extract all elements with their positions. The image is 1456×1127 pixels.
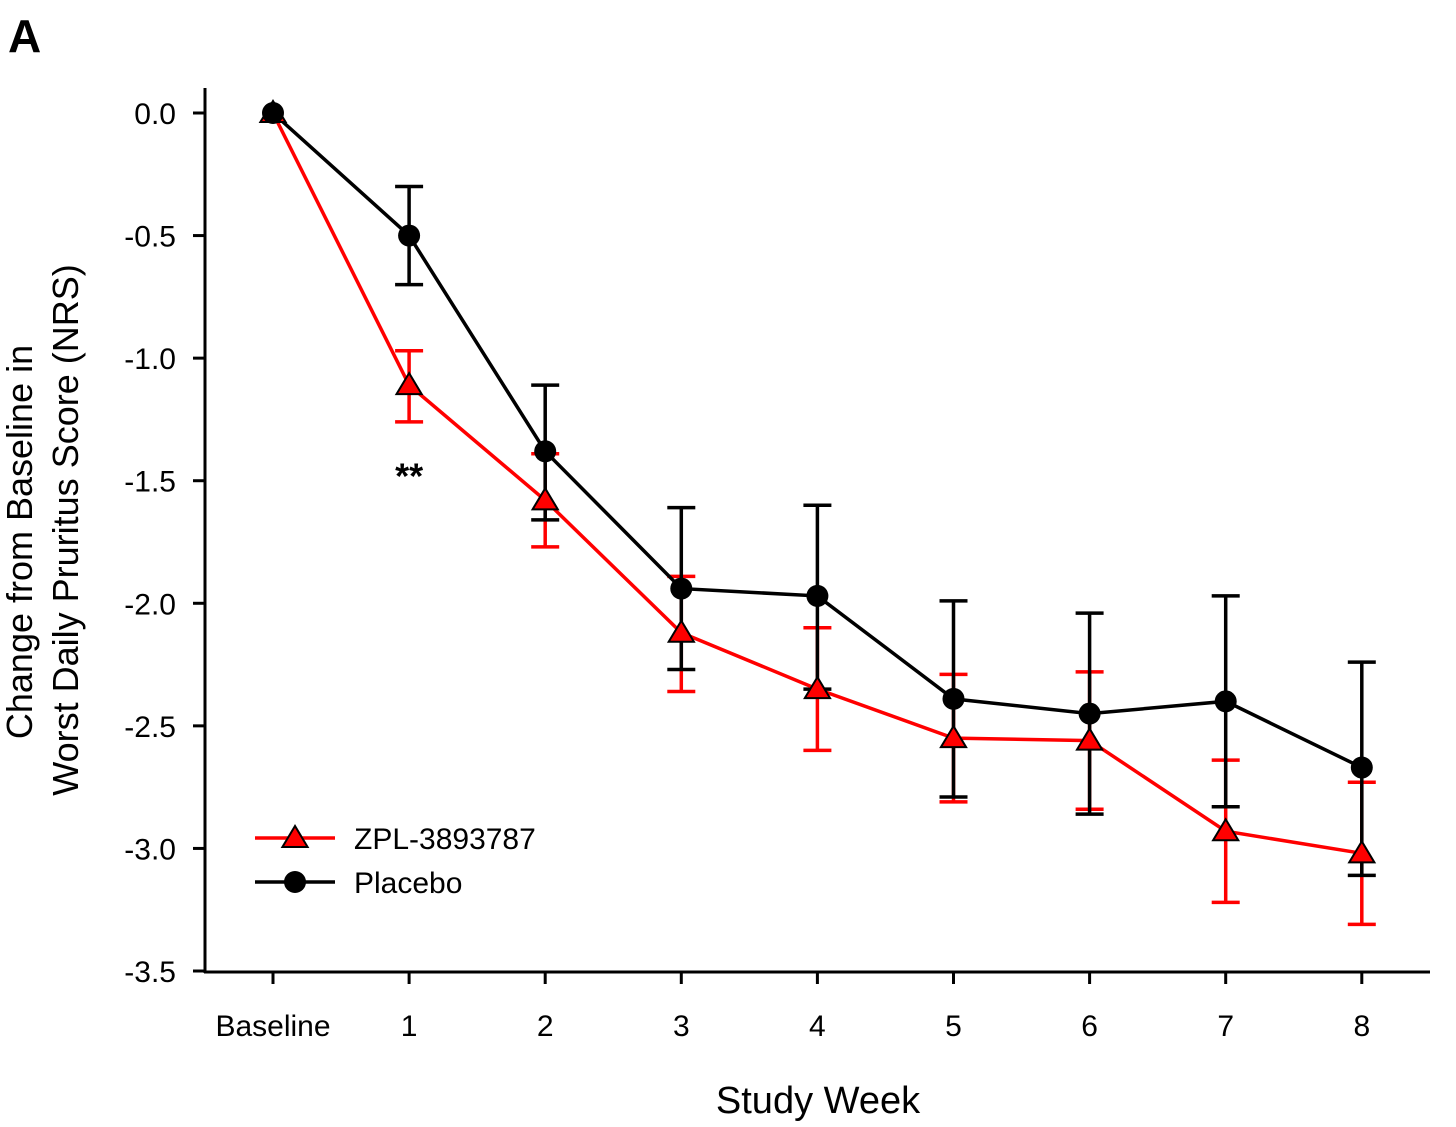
y-tick-label: -2.0 [124, 588, 176, 621]
y-tick-label: -1.0 [124, 343, 176, 376]
x-tick-label: 3 [673, 1010, 690, 1043]
placebo-point [1214, 690, 1237, 713]
x-axis-label: Study Week [716, 1080, 921, 1122]
legend-label-zpl-3893787: ZPL-3893787 [354, 823, 536, 856]
x-tick-label: 2 [537, 1010, 554, 1043]
zpl-3893787-point [1075, 726, 1104, 751]
zpl-3893787-point [1211, 817, 1241, 842]
y-tick-label: -2.5 [124, 711, 176, 744]
zpl-3893787-point [803, 675, 832, 700]
y-tick-label: 0.0 [134, 98, 176, 131]
placebo-point [1350, 756, 1373, 779]
placebo-point [534, 440, 557, 463]
placebo-point [806, 584, 829, 607]
x-tick-label: 4 [809, 1010, 826, 1043]
zpl-3893787-point [666, 618, 696, 643]
placebo-point [1078, 702, 1101, 725]
zpl-3893787-point [1347, 839, 1377, 864]
y-tick-label: -0.5 [124, 221, 176, 254]
y-tick-label: -3.0 [124, 833, 176, 866]
x-tick-label: 1 [401, 1010, 418, 1043]
x-tick-label: 6 [1081, 1010, 1098, 1043]
legend-marker-zpl-3893787 [280, 824, 310, 848]
zpl-3893787-point [939, 724, 968, 749]
legend-marker-placebo [284, 871, 306, 893]
panel-label: A [8, 10, 41, 62]
y-axis-label-line-2: Worst Daily Pruritus Score (NRS) [45, 264, 86, 795]
y-tick-label: -3.5 [124, 956, 176, 989]
legend-label-placebo: Placebo [354, 867, 462, 900]
x-tick-label: 5 [945, 1010, 962, 1043]
placebo-point [942, 687, 965, 710]
zpl-3893787-point [530, 486, 560, 511]
significance-annotation: ** [395, 455, 423, 496]
placebo-point [398, 224, 421, 247]
y-axis-label-line-1: Change from Baseline in [0, 345, 40, 739]
zpl-3893787-point [394, 371, 424, 396]
x-tick-label: 8 [1353, 1010, 1370, 1043]
x-tick-label: 7 [1217, 1010, 1234, 1043]
y-tick-label: -1.5 [124, 466, 176, 499]
x-tick-label: Baseline [215, 1010, 330, 1043]
placebo-point [262, 102, 284, 124]
placebo-point [670, 577, 693, 600]
